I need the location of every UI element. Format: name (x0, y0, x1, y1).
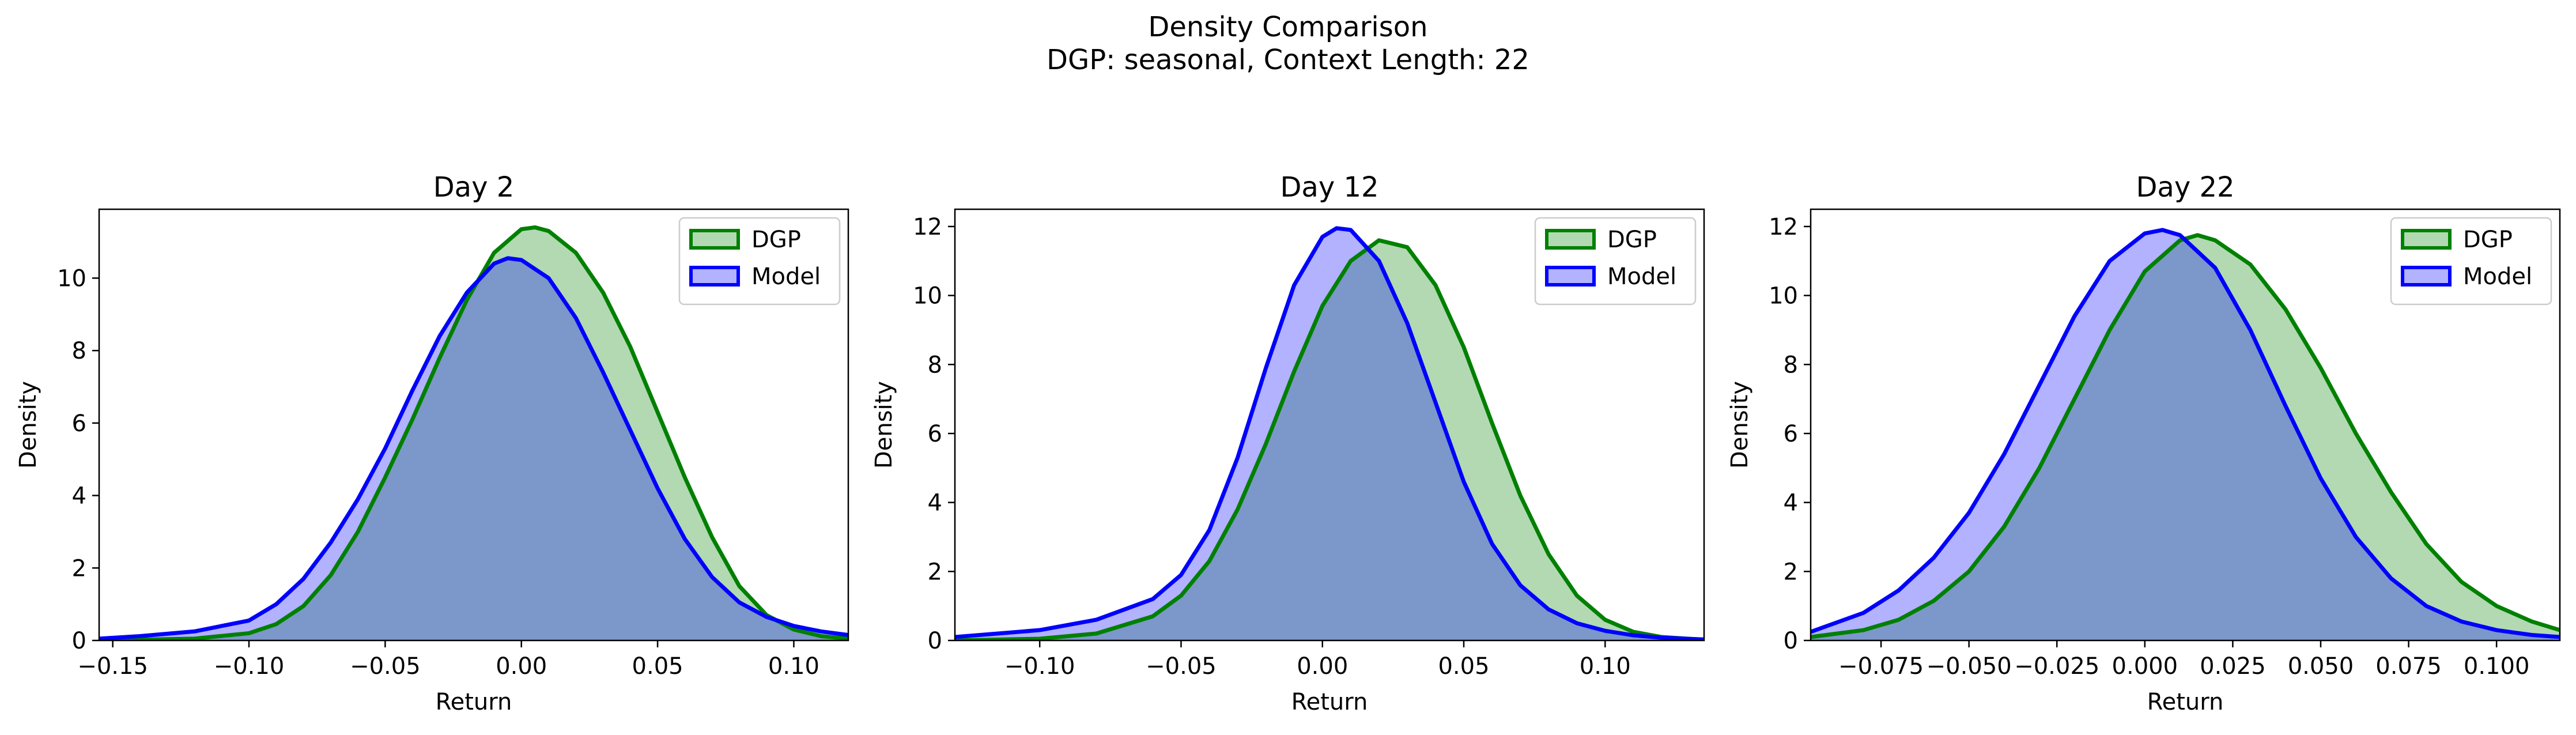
x-tick-label: 0.100 (2464, 653, 2530, 680)
legend-box (2390, 217, 2552, 306)
y-tick-label: 4 (928, 490, 942, 517)
panel-1: −0.15 −0.10 −0.05 0.00 0.05 0.10 0 2 4 6 8 10 Day 2 R… (15, 171, 849, 715)
legend-box (678, 217, 841, 306)
y-tick-label: 2 (1784, 559, 1798, 585)
y-tick-label: 6 (72, 410, 86, 437)
dgp-area-fill (955, 240, 1704, 640)
dgp-density-line (1811, 233, 2560, 639)
axes-frame (98, 208, 849, 642)
model-legend-label: Model (751, 263, 821, 290)
model-density-line (1811, 228, 2560, 639)
y-tick-label: 4 (72, 483, 86, 510)
y-tick-label: 6 (928, 421, 942, 447)
panel-title: Day 12 (1280, 171, 1378, 203)
x-tick-label: 0.05 (632, 653, 683, 680)
x-tick-label: 0.00 (1297, 653, 1348, 680)
x-tick-label: 0.075 (2375, 653, 2442, 680)
model-area-fill (99, 258, 848, 640)
legend-box (1534, 217, 1697, 306)
y-tick-label: 12 (913, 214, 942, 240)
y-tick-label: 8 (72, 338, 86, 364)
model-area-fill (955, 228, 1704, 640)
dgp-density-line (99, 225, 848, 640)
panel-title: Day 22 (2136, 171, 2234, 203)
x-tick-label: 0.10 (768, 653, 819, 680)
model-legend-swatch (689, 266, 740, 287)
figure-title-line2: DGP: seasonal, Context Length: 22 (1047, 44, 1529, 76)
model-legend-label: Model (1607, 263, 1676, 290)
y-tick-label: 0 (1784, 628, 1798, 654)
x-tick-label: 0.10 (1580, 653, 1631, 680)
x-tick-label: 0.00 (496, 653, 547, 680)
dgp-legend-label: DGP (1607, 227, 1657, 253)
y-tick-label: 8 (928, 352, 942, 378)
x-tick-label: 0.025 (2200, 653, 2266, 680)
panel-3: −0.075 −0.050 −0.025 0.000 0.025 0.050 0.075 0.… (1727, 171, 2561, 715)
axes-frame (954, 208, 1705, 642)
figure-title-line1: Density Comparison (1148, 11, 1427, 43)
y-tick-label: 2 (928, 559, 942, 585)
x-tick-label: −0.050 (1927, 653, 2012, 680)
x-tick-label: −0.05 (1146, 653, 1217, 680)
model-density-line (99, 256, 848, 640)
model-legend-label: Model (2463, 263, 2532, 290)
x-tick-label: 0.050 (2288, 653, 2354, 680)
dgp-legend-label: DGP (751, 227, 801, 253)
dgp-legend-swatch (2401, 229, 2452, 250)
panel-title: Day 2 (433, 171, 515, 203)
x-tick-label: 0.000 (2112, 653, 2178, 680)
x-tick-label: −0.075 (1838, 653, 1924, 680)
x-tick-label: −0.10 (1004, 653, 1075, 680)
model-legend-swatch (2401, 266, 2452, 287)
dgp-legend-swatch (1545, 229, 1596, 250)
dgp-density-line (955, 238, 1704, 640)
x-tick-label: −0.05 (350, 653, 421, 680)
legend: DGP Model (2390, 217, 2552, 306)
x-axis-label: Return (2147, 689, 2224, 715)
y-tick-label: 10 (913, 283, 942, 310)
y-tick-label: 8 (1784, 352, 1798, 378)
y-axis-label: Density (871, 381, 897, 469)
y-axis-label: Density (1727, 381, 1753, 469)
legend: DGP Model (1534, 217, 1697, 306)
y-tick-label: 6 (1784, 421, 1798, 447)
x-axis-label: Return (1291, 689, 1368, 715)
axes-frame (1810, 208, 2561, 642)
x-tick-label: −0.025 (2014, 653, 2099, 680)
y-tick-label: 10 (1769, 283, 1798, 310)
x-tick-label: −0.10 (214, 653, 285, 680)
dgp-area-fill (1811, 235, 2560, 640)
panel-2: −0.10 −0.05 0.00 0.05 0.10 0 2 4 6 8 10 12 Day 12 Ret… (871, 171, 1705, 715)
y-tick-label: 0 (72, 628, 86, 654)
dgp-legend-label: DGP (2463, 227, 2513, 253)
x-tick-label: 0.05 (1438, 653, 1489, 680)
model-legend-swatch (1545, 266, 1596, 287)
dgp-area-fill (99, 227, 848, 640)
y-tick-label: 4 (1784, 490, 1798, 517)
y-tick-label: 0 (928, 628, 942, 654)
y-tick-label: 12 (1769, 214, 1798, 240)
legend: DGP Model (678, 217, 841, 306)
dgp-legend-swatch (689, 229, 740, 250)
y-tick-label: 2 (72, 555, 86, 582)
model-density-line (955, 226, 1704, 640)
y-tick-label: 10 (57, 265, 86, 292)
x-tick-label: −0.15 (77, 653, 148, 680)
y-axis-label: Density (15, 381, 41, 469)
model-area-fill (1811, 229, 2560, 640)
x-axis-label: Return (436, 689, 512, 715)
